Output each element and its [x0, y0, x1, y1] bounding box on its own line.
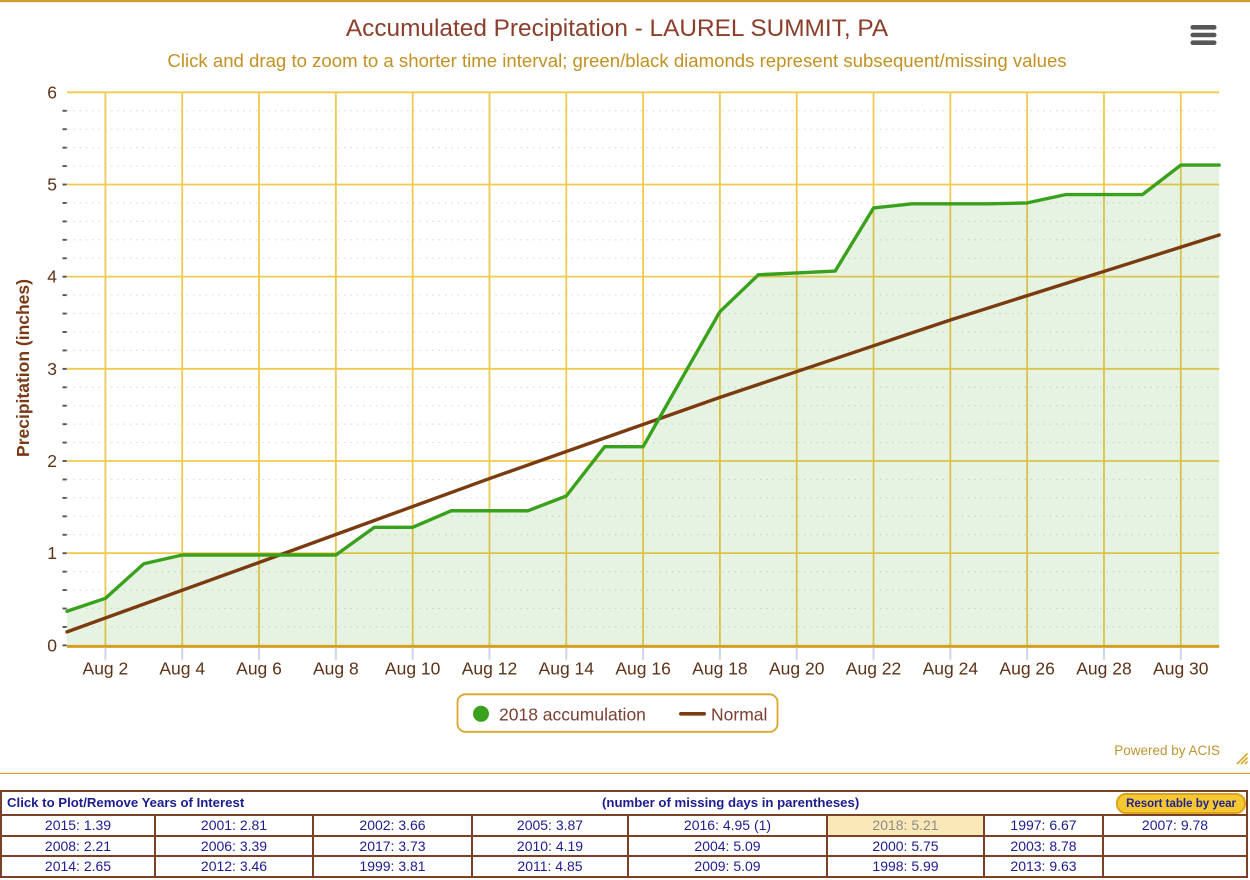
svg-text:Aug 26: Aug 26 — [999, 659, 1054, 679]
svg-text:Powered by ACIS: Powered by ACIS — [1114, 743, 1220, 758]
svg-text:4: 4 — [47, 267, 57, 287]
svg-text:Aug 20: Aug 20 — [769, 659, 825, 679]
svg-text:Precipitation (inches): Precipitation (inches) — [13, 279, 33, 457]
svg-text:Aug 12: Aug 12 — [462, 659, 517, 679]
svg-text:6: 6 — [47, 82, 57, 102]
svg-text:Aug 24: Aug 24 — [923, 659, 979, 679]
svg-text:1: 1 — [47, 543, 57, 563]
svg-text:Aug 16: Aug 16 — [615, 659, 670, 679]
svg-text:Aug 8: Aug 8 — [313, 659, 359, 679]
svg-text:Aug 4: Aug 4 — [159, 659, 205, 679]
svg-text:0: 0 — [47, 635, 57, 655]
svg-text:Aug 2: Aug 2 — [83, 659, 129, 679]
svg-text:2018 accumulation: 2018 accumulation — [499, 704, 646, 724]
svg-text:Aug 22: Aug 22 — [846, 659, 901, 679]
svg-text:2: 2 — [47, 451, 57, 471]
svg-text:Click and drag to zoom to a sh: Click and drag to zoom to a shorter time… — [167, 50, 1066, 71]
svg-text:5: 5 — [47, 174, 57, 194]
svg-text:Aug 10: Aug 10 — [385, 659, 441, 679]
svg-text:Aug 14: Aug 14 — [539, 659, 595, 679]
svg-text:Aug 28: Aug 28 — [1076, 659, 1131, 679]
svg-text:Accumulated Precipitation - LA: Accumulated Precipitation - LAUREL SUMMI… — [346, 15, 889, 42]
svg-text:3: 3 — [47, 359, 57, 379]
svg-text:Aug 18: Aug 18 — [692, 659, 747, 679]
svg-text:Aug 6: Aug 6 — [236, 659, 282, 679]
svg-text:Normal: Normal — [711, 704, 767, 724]
svg-text:Aug 30: Aug 30 — [1153, 659, 1209, 679]
